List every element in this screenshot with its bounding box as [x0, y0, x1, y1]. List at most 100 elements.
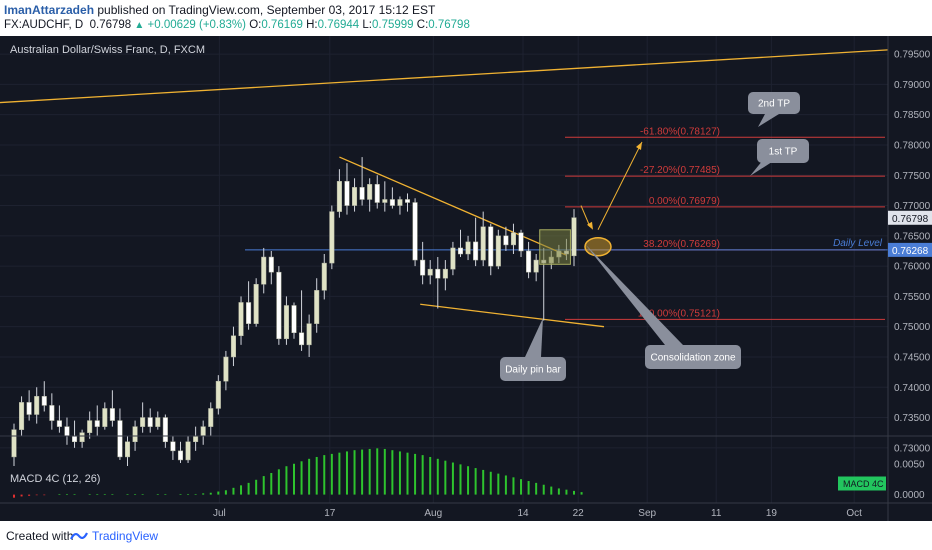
fib-level-label: -27.20%(0.77485): [640, 165, 720, 176]
candle-body: [246, 302, 252, 324]
candle-body: [420, 259, 426, 276]
candle-body: [352, 187, 358, 206]
consolidation-box[interactable]: [539, 229, 571, 265]
chart-title: Australian Dollar/Swiss Franc, D, FXCM: [10, 44, 205, 56]
first-tp-callout[interactable]: [757, 139, 809, 163]
candle-body: [359, 187, 365, 200]
candle-body: [268, 256, 274, 273]
time-axis[interactable]: 20Jul17Aug1422Sep1119Oct16: [0, 502, 932, 519]
price-tick-label: 0.75000: [894, 322, 931, 333]
price-tick-label: 0.73000: [894, 443, 931, 454]
candle-body: [147, 417, 153, 427]
last-price-badge-label: 0.76798: [892, 214, 929, 225]
last-price-badge: [888, 210, 932, 225]
first-tp-label: 1st TP: [769, 147, 798, 158]
publish-line: ImanAttarzadeh published on TradingView.…: [4, 3, 435, 17]
candle-body: [215, 380, 221, 409]
publish-info: published on TradingView.com, September …: [94, 3, 436, 17]
price-tick-label: 0.78500: [894, 110, 931, 121]
candle-body: [140, 417, 146, 427]
candle-body: [261, 256, 267, 285]
candle-body: [79, 432, 85, 443]
candle-body: [132, 426, 138, 443]
fib-level-label: -61.80%(0.78127): [640, 126, 720, 137]
candle-body: [473, 241, 479, 261]
time-tick-label: 11: [711, 508, 722, 519]
candle-body: [26, 402, 32, 415]
candle-body: [283, 305, 289, 340]
candle-body: [64, 426, 70, 436]
callout-tail: [585, 244, 683, 345]
candle-body: [291, 305, 297, 333]
last-price: 0.76798: [89, 19, 132, 31]
daily-level-price-badge: [888, 242, 932, 257]
macd-badge-label: MACD 4C: [843, 479, 884, 489]
open-label: O:: [249, 19, 262, 31]
fib-level-label: 0.00%(0.76979): [649, 196, 720, 207]
macd-tick-label: 0.0000: [894, 490, 925, 501]
price-tick-label: 0.76000: [894, 262, 931, 273]
candle-body: [49, 405, 55, 421]
price-tick-label: 0.77500: [894, 171, 931, 182]
wedge-lower-trendline[interactable]: [420, 303, 605, 328]
price-axis[interactable]: 0.73000 0.73500 0.74000 0.74500 0.75000 0.755…: [887, 36, 931, 521]
arrow-head-icon: [587, 221, 593, 230]
candle-body: [200, 426, 206, 436]
wedge-upper-trendline[interactable]: [339, 156, 567, 256]
tradingview-brand-link[interactable]: TradingView: [92, 529, 159, 543]
time-tick-label: 14: [517, 508, 529, 519]
breakout-ellipse[interactable]: [584, 236, 612, 257]
candle-body: [276, 271, 282, 340]
price-tick-label: 0.78000: [894, 140, 931, 151]
candle-body: [253, 284, 259, 324]
candle-body: [450, 247, 456, 270]
callout-tail: [750, 160, 775, 176]
low-label: L:: [362, 19, 372, 31]
second-tp-callout[interactable]: [748, 92, 800, 114]
pin-bar-label: Daily pin bar: [505, 365, 561, 376]
candle-body: [389, 199, 395, 206]
candle-body: [223, 356, 229, 382]
candle-body: [435, 268, 441, 279]
footer: Created with TradingView: [0, 521, 932, 550]
candlestick-series: [11, 157, 577, 466]
price-tick-label: 0.77000: [894, 201, 931, 212]
price-tick-label: 0.79500: [894, 50, 931, 61]
candle-body: [321, 262, 327, 291]
candle-body: [124, 441, 131, 458]
candle-body: [495, 235, 501, 267]
symbol-line: FX:AUDCHF, D 0.76798 ▲ +0.00629 (+0.83%)…: [4, 19, 470, 31]
candle-body: [155, 417, 161, 427]
target-arrow: [597, 141, 643, 230]
time-tick-label: 22: [573, 508, 585, 519]
candle-body: [299, 332, 305, 346]
created-with-label: Created with: [6, 529, 74, 543]
candle-body: [427, 268, 433, 276]
candle-body: [56, 420, 62, 427]
consolidation-callout[interactable]: [645, 345, 741, 369]
callouts: 2nd TP 1st TP Consolidation zone Daily p…: [500, 92, 809, 381]
tradingview-logo-icon: [70, 532, 88, 540]
author-link[interactable]: ImanAttarzadeh: [4, 3, 95, 17]
candle-body: [314, 290, 320, 324]
pin-bar-callout[interactable]: [500, 357, 566, 381]
macd-title: MACD 4C (12, 26): [10, 473, 100, 485]
symbol: FX:AUDCHF, D: [4, 19, 84, 31]
grid: [0, 36, 888, 503]
daily-level-label: Daily Level: [833, 238, 883, 249]
candle-body: [208, 408, 214, 427]
long-term-resistance-line[interactable]: [0, 49, 889, 104]
chart-canvas[interactable]: Australian Dollar/Swiss Franc, D, FXCM -…: [0, 36, 932, 521]
low-value: 0.75999: [371, 19, 414, 31]
candle-body: [367, 184, 373, 200]
price-tick-label: 0.76500: [894, 231, 931, 242]
candle-body: [238, 302, 244, 337]
candle-body: [306, 323, 312, 346]
callout-tail: [525, 318, 543, 357]
candle-body: [117, 420, 123, 458]
time-tick-label: 17: [324, 508, 336, 519]
candle-body: [480, 226, 486, 261]
daily-level-price-label: 0.76268: [892, 246, 929, 257]
macd-axis: 0.0050 0.0000: [894, 459, 925, 501]
candle-body: [34, 396, 40, 415]
